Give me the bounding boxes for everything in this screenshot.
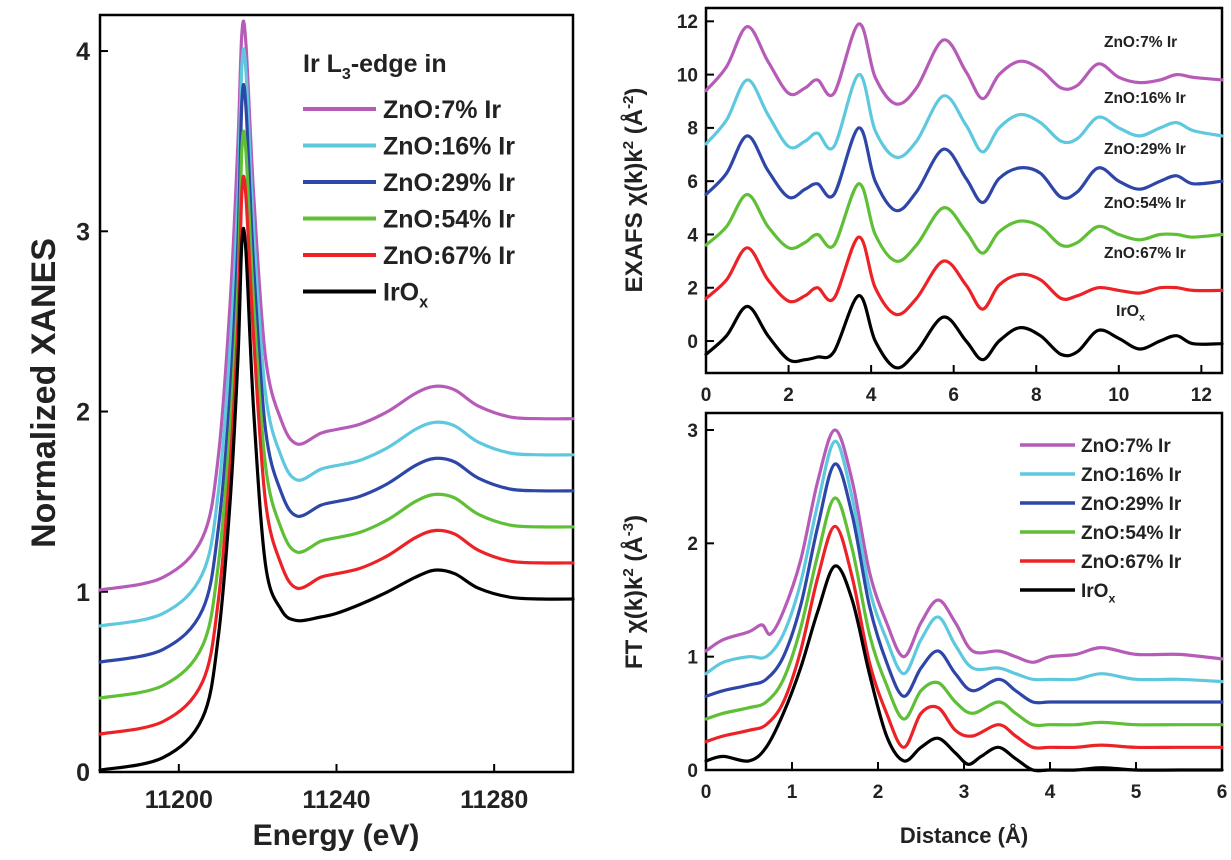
- xanes-x-axis-label: Energy (eV): [253, 819, 420, 852]
- exafs-curves: [704, 22, 1224, 370]
- series-label-zno-7-ir: ZnO:7% Ir: [1104, 34, 1177, 51]
- ft-y-axis-label: FT χ(k)k2 (Å-3): [620, 515, 648, 669]
- legend-label-zno-16-ir: ZnO:16% Ir: [1081, 465, 1182, 486]
- series-label-zno-67-ir: ZnO:67% Ir: [1104, 245, 1186, 262]
- series-line-zno-54-ir: [704, 496, 1224, 728]
- series-line-irox: [704, 564, 1224, 773]
- series-label-zno-16-ir: ZnO:16% Ir: [1104, 90, 1186, 107]
- x-tick-label: 0: [701, 385, 712, 406]
- ft-x-axis-label: Distance (Å): [900, 822, 1028, 848]
- x-tick-label: 11240: [302, 786, 370, 814]
- xanes-ticks: 11200 11240 11280 0 1 2 3 4: [76, 38, 528, 814]
- xanes-legend: ZnO:7% Ir ZnO:16% Ir ZnO:29% Ir ZnO:54% Ir Z…: [303, 96, 515, 312]
- series-line-zno-7-ir: [704, 428, 1224, 664]
- legend-label-zno-54-ir: ZnO:54% Ir: [383, 206, 515, 234]
- x-tick-label: 12: [1191, 385, 1212, 406]
- series-line-irox: [704, 294, 1224, 370]
- exafs-ticks: 0 2 4 6 8 10 12 0 2 4 6 8 10 12: [677, 12, 1212, 406]
- series-line-zno-29-ir: [704, 462, 1224, 705]
- y-tick-label: 10: [677, 65, 698, 86]
- ft-legend: ZnO:7% Ir ZnO:16% Ir ZnO:29% Ir ZnO:54% Ir Z…: [1020, 436, 1182, 605]
- x-tick-label: 0: [701, 782, 712, 803]
- series-line-zno-16-ir: [704, 439, 1224, 684]
- series-line-zno-67-ir: [98, 174, 575, 736]
- y-tick-label: 1: [76, 579, 90, 607]
- y-tick-label: 1: [687, 648, 698, 669]
- x-tick-label: 6: [948, 385, 959, 406]
- x-tick-label: 8: [1031, 385, 1042, 406]
- series-line-zno-7-ir: [98, 19, 575, 592]
- series-line-zno-16-ir: [98, 47, 575, 628]
- series-label-zno-54-ir: ZnO:54% Ir: [1104, 195, 1186, 212]
- series-line-zno-54-ir: [98, 129, 575, 700]
- y-tick-label: 4: [76, 38, 90, 66]
- x-tick-label: 4: [1045, 782, 1056, 803]
- series-line-zno-29-ir: [98, 82, 575, 664]
- exafs-series-labels: ZnO:7% Ir ZnO:16% Ir ZnO:29% Ir ZnO:54% Ir Z…: [1104, 34, 1186, 323]
- xanes-y-axis-label: Normalized XANES: [25, 238, 63, 548]
- y-tick-label: 3: [76, 218, 90, 246]
- x-tick-label: 5: [1131, 782, 1142, 803]
- xanes-panel: 11200 11240 11280 0 1 2 3 4 Normalized XANES En…: [25, 13, 575, 852]
- series-label-irox: IrOx: [1116, 303, 1145, 323]
- legend-label-zno-29-ir: ZnO:29% Ir: [383, 169, 515, 197]
- y-tick-label: 8: [687, 119, 698, 140]
- legend-label-zno-7-ir: ZnO:7% Ir: [383, 96, 501, 124]
- x-tick-label: 1: [787, 782, 798, 803]
- x-tick-label: 10: [1108, 385, 1129, 406]
- y-tick-label: 3: [687, 421, 698, 442]
- exafs-axes-frame: [704, 6, 1224, 375]
- legend-label-zno-67-ir: ZnO:67% Ir: [383, 242, 515, 270]
- x-tick-label: 11200: [145, 786, 213, 814]
- y-tick-label: 0: [687, 761, 698, 782]
- series-line-zno-16-ir: [704, 72, 1224, 160]
- x-tick-label: 2: [783, 385, 794, 406]
- legend-label-irox: IrOx: [383, 279, 428, 312]
- series-label-zno-29-ir: ZnO:29% Ir: [1104, 141, 1186, 158]
- y-tick-label: 2: [687, 279, 698, 300]
- y-tick-label: 2: [687, 534, 698, 555]
- ft-panel: 0 1 2 3 4 5 6 0 1 2 3 FT χ(k)k2 (Å-3) Distance (Å)…: [620, 411, 1227, 848]
- y-tick-label: 0: [76, 759, 90, 787]
- x-tick-label: 6: [1217, 782, 1228, 803]
- legend-label-irox: IrOx: [1081, 581, 1115, 605]
- series-line-irox: [98, 226, 575, 772]
- exafs-panel: 0 2 4 6 8 10 12 0 2 4 6 8 10 12 EXAFS χ(k)k2 (Å-2) Zn…: [620, 6, 1224, 406]
- series-line-zno-7-ir: [704, 22, 1224, 106]
- xanes-curves: [98, 19, 575, 772]
- y-tick-label: 4: [687, 225, 698, 246]
- x-tick-label: 2: [873, 782, 884, 803]
- y-tick-label: 2: [76, 399, 90, 427]
- legend-label-zno-7-ir: ZnO:7% Ir: [1081, 436, 1171, 457]
- y-tick-label: 6: [687, 172, 698, 193]
- xanes-legend-title: Ir L3-edge in: [303, 50, 447, 83]
- exafs-y-axis-label: EXAFS χ(k)k2 (Å-2): [620, 88, 648, 293]
- ft-ticks: 0 1 2 3 4 5 6 0 1 2 3: [687, 421, 1227, 803]
- x-tick-label: 3: [959, 782, 970, 803]
- series-line-zno-54-ir: [704, 182, 1224, 263]
- series-line-zno-29-ir: [704, 126, 1224, 213]
- series-line-zno-67-ir: [704, 235, 1224, 317]
- y-tick-label: 12: [677, 12, 698, 33]
- y-tick-label: 0: [687, 332, 698, 353]
- series-line-zno-67-ir: [704, 524, 1224, 750]
- x-tick-label: 4: [866, 385, 877, 406]
- legend-label-zno-16-ir: ZnO:16% Ir: [383, 133, 515, 161]
- legend-label-zno-29-ir: ZnO:29% Ir: [1081, 494, 1182, 515]
- xanes-axes-frame: [98, 13, 575, 774]
- x-tick-label: 11280: [460, 786, 528, 814]
- ft-curves: [704, 428, 1224, 773]
- legend-label-zno-67-ir: ZnO:67% Ir: [1081, 552, 1182, 573]
- legend-label-zno-54-ir: ZnO:54% Ir: [1081, 523, 1182, 544]
